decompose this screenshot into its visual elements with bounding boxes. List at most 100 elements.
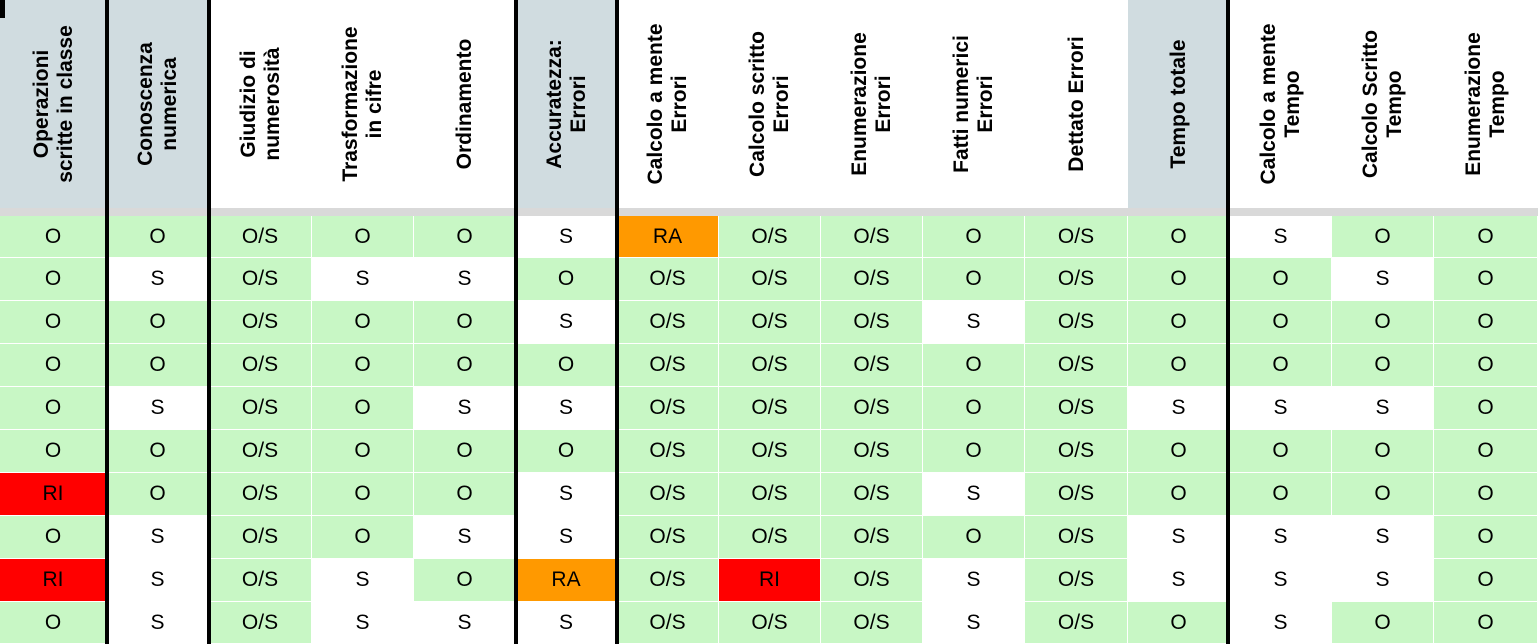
table-cell: S [312,602,414,644]
table-cell: S [1128,516,1230,559]
table-cell: O [1434,559,1538,602]
table-cell: O/S [617,258,719,301]
table-cell: O/S [209,559,312,602]
table-cell: O/S [209,430,312,473]
table-cell: O/S [209,344,312,387]
table-cell: O [312,516,414,559]
column-header-label: Conoscenza numerica [134,42,181,166]
table-cell: O [312,473,414,516]
table-cell: O [1230,473,1332,516]
column-header-label: Trasformazione in cifre [339,26,386,182]
table-cell: S [1332,559,1434,602]
table-cell: O [0,516,107,559]
table-cell: O [414,430,516,473]
table-cell: O/S [821,258,923,301]
table-cell: O [923,430,1025,473]
table-cell: O/S [617,301,719,344]
corner-mark [0,0,5,18]
table-cell: O/S [1025,559,1128,602]
table-cell: O [107,430,209,473]
table-cell: O/S [1025,387,1128,430]
column-header-accuratezza-errori: Accuratezza: Errori [516,0,617,208]
header-separator [0,208,1538,216]
table-cell: O [414,344,516,387]
table-cell: O [923,258,1025,301]
column-header-label: Accuratezza: Errori [542,39,590,169]
table-cell: O/S [719,301,821,344]
table-cell: O/S [719,602,821,644]
table-cell: O [0,216,107,258]
table-cell: S [923,602,1025,644]
table-cell: O/S [821,473,923,516]
table-cell: O [1128,473,1230,516]
table-cell: O/S [719,258,821,301]
table-cell: S [1128,559,1230,602]
column-header-label: Calcolo Scritto Tempo [1359,29,1406,179]
table-cell: O/S [1025,430,1128,473]
column-header-conoscenza-numerica: Conoscenza numerica [107,0,209,208]
table-cell: O/S [821,430,923,473]
table-cell: O/S [209,387,312,430]
table-cell: S [516,516,617,559]
table-cell: O/S [719,473,821,516]
column-header-dettato-errori: Dettato Errori [1025,0,1128,208]
table-cell: RI [0,473,107,516]
table-cell: O [1434,301,1538,344]
table-cell: O/S [821,559,923,602]
table-cell: S [1230,216,1332,258]
table-cell: O/S [821,387,923,430]
table-cell: O [516,344,617,387]
table-cell: O [107,216,209,258]
table-cell: O [1332,602,1434,644]
table-cell: O [414,301,516,344]
table-cell: S [1230,516,1332,559]
table-cell: O/S [617,602,719,644]
table-cell: O/S [1025,216,1128,258]
table-cell: O [414,216,516,258]
table-cell: O [0,602,107,644]
table-cell: O/S [617,559,719,602]
table-cell: O [1332,301,1434,344]
table-cell: O/S [209,301,312,344]
column-header-label: Dettato Errori [1064,36,1088,172]
table-cell: S [1230,559,1332,602]
table-cell: O/S [1025,516,1128,559]
table-cell: O/S [209,602,312,644]
table-cell: O [1230,258,1332,301]
column-header-label: Tempo totale [1167,39,1190,169]
table-cell: O [1434,387,1538,430]
table-cell: O [923,344,1025,387]
table-cell: O/S [821,602,923,644]
table-cell: S [516,602,617,644]
table-cell: O [1434,344,1538,387]
table-cell: S [1230,387,1332,430]
column-header-label: Calcolo a mente Tempo [1257,23,1304,185]
table-cell: O/S [209,473,312,516]
column-header-tempo-totale: Tempo totale [1128,0,1230,208]
table-cell: O [1434,516,1538,559]
table-cell: S [414,516,516,559]
table-cell: O [1434,473,1538,516]
table-cell: O [312,301,414,344]
table-cell: O/S [821,344,923,387]
table-cell: S [107,258,209,301]
table-cell: O/S [209,516,312,559]
table-cell: O [1434,602,1538,644]
column-header-label: Calcolo scritto Errori [746,31,793,177]
table-cell: O [0,258,107,301]
column-header-label: Enumerazione Errori [848,32,895,176]
table-cell: S [414,387,516,430]
table-cell: O [312,344,414,387]
table-cell: O [1332,430,1434,473]
column-header-label: Enumerazione Tempo [1462,32,1509,176]
column-header-enumerazione-errori: Enumerazione Errori [821,0,923,208]
table-cell: S [516,387,617,430]
column-header-label: Fatti numerici Errori [950,35,997,173]
column-group-divider [105,0,109,644]
table-cell: O/S [1025,473,1128,516]
column-group-divider [514,0,518,644]
table-cell: O [414,473,516,516]
table-cell: O/S [1025,602,1128,644]
table-cell: O [1128,602,1230,644]
table-cell: O [923,216,1025,258]
